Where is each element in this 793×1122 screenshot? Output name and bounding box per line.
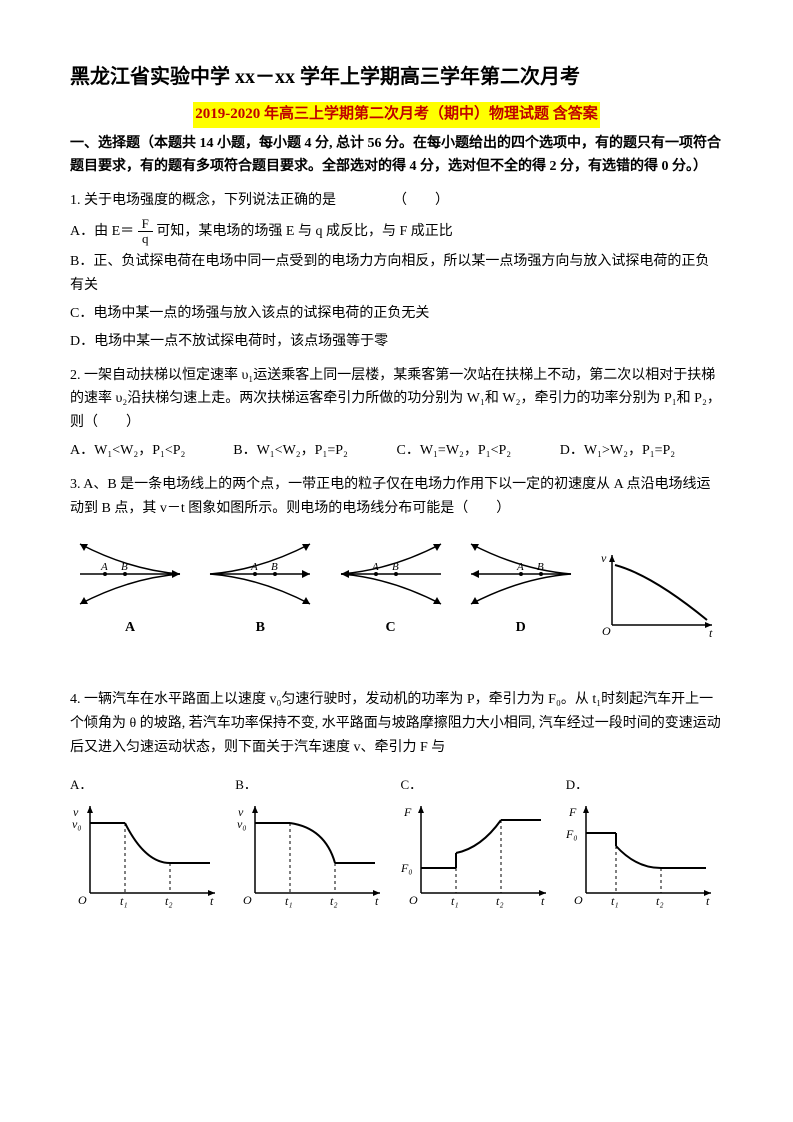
- q1-stem: 1. 关于电场强度的概念，下列说法正确的是: [70, 193, 336, 208]
- q3-diagram-a: A B A: [70, 534, 190, 640]
- svg-text:B: B: [121, 561, 128, 573]
- q2-option-a: A．W₁<W₂，P₁<P₂: [70, 439, 233, 463]
- svg-text:F: F: [568, 805, 577, 819]
- svg-text:O: O: [574, 893, 583, 907]
- svg-text:B: B: [271, 561, 278, 573]
- svg-text:v: v: [601, 551, 607, 565]
- svg-text:F₀: F₀: [401, 861, 413, 875]
- svg-text:F₀: F₀: [566, 827, 578, 841]
- q3-diagram-c: A B C: [330, 534, 450, 640]
- svg-text:v₀: v₀: [237, 817, 247, 831]
- question-4: 4. 一辆汽车在水平路面上以速度 v₀匀速行驶时，发动机的功率为 P，牵引力为 …: [70, 688, 723, 759]
- svg-text:O: O: [78, 893, 87, 907]
- svg-text:v₀: v₀: [72, 817, 82, 831]
- svg-text:A: A: [100, 561, 108, 573]
- q1-option-c: C．电场中某一点的场强与放入该点的试探电荷的正负无关: [70, 302, 723, 326]
- svg-text:t: t: [375, 894, 379, 908]
- svg-text:t: t: [706, 894, 710, 908]
- subtitle: 2019-2020 年高三上学期第二次月考（期中）物理试题 含答案: [193, 102, 600, 128]
- q2-option-d: D．W₁>W₂，P₁=P₂: [560, 439, 723, 463]
- q4-chart-a: A． v v₀ O t₁ t₂ t: [70, 774, 227, 917]
- svg-text:t₁: t₁: [285, 894, 293, 908]
- svg-text:F: F: [403, 805, 412, 819]
- q3-vt-graph: v O t: [591, 550, 723, 640]
- section-heading: 一、选择题（本题共 14 小题，每小题 4 分, 总计 56 分。在每小题给出的…: [70, 132, 723, 180]
- q3-diagrams: A B A A B B A B C: [70, 534, 723, 640]
- q1-option-a: A．由 E＝ F q 可知，某电场的场强 E 与 q 成反比，与 F 成正比: [70, 217, 723, 247]
- q2-option-c: C．W₁=W₂，P₁<P₂: [397, 439, 560, 463]
- page-title: 黑龙江省实验中学 xx－xx 学年上学期高三学年第二次月考: [70, 60, 723, 94]
- svg-text:t: t: [709, 626, 713, 640]
- q4-chart-c: C． F F₀ O t₁ t₂ t: [401, 774, 558, 917]
- q4-chart-b: B． v v₀ O t₁ t₂ t: [235, 774, 392, 917]
- svg-text:O: O: [602, 624, 611, 638]
- question-2: 2. 一架自动扶梯以恒定速率 υ₁运送乘客上同一层楼，某乘客第一次站在扶梯上不动…: [70, 364, 723, 435]
- svg-text:t₂: t₂: [165, 894, 173, 908]
- svg-text:A: A: [250, 561, 258, 573]
- q4-chart-d: D． F F₀ O t₁ t₂ t: [566, 774, 723, 917]
- svg-text:O: O: [409, 893, 418, 907]
- q1-paren: （ ）: [393, 193, 449, 208]
- svg-text:t₂: t₂: [330, 894, 338, 908]
- svg-text:t: t: [210, 894, 214, 908]
- svg-text:O: O: [243, 893, 252, 907]
- svg-text:t₂: t₂: [496, 894, 504, 908]
- q1-option-b: B．正、负试探电荷在电场中同一点受到的电场力方向相反，所以某一点场强方向与放入试…: [70, 250, 723, 298]
- q1-option-d: D．电场中某一点不放试探电荷时，该点场强等于零: [70, 330, 723, 354]
- svg-text:t₁: t₁: [120, 894, 128, 908]
- svg-text:A: A: [371, 561, 379, 573]
- q3-diagram-b: A B B: [200, 534, 320, 640]
- question-3: 3. A、B 是一条电场线上的两个点，一带正电的粒子仅在电场力作用下以一定的初速…: [70, 473, 723, 521]
- svg-text:t₂: t₂: [656, 894, 664, 908]
- svg-text:t₁: t₁: [611, 894, 619, 908]
- question-1: 1. 关于电场强度的概念，下列说法正确的是 （ ）: [70, 189, 723, 213]
- svg-text:B: B: [537, 561, 544, 573]
- q3-diagram-d: A B D: [461, 534, 581, 640]
- svg-text:B: B: [392, 561, 399, 573]
- q2-options: A．W₁<W₂，P₁<P₂ B．W₁<W₂，P₁=P₂ C．W₁=W₂，P₁<P…: [70, 439, 723, 463]
- q2-option-b: B．W₁<W₂，P₁=P₂: [233, 439, 396, 463]
- svg-text:t₁: t₁: [451, 894, 459, 908]
- svg-text:A: A: [516, 561, 524, 573]
- svg-text:t: t: [541, 894, 545, 908]
- q4-charts: A． v v₀ O t₁ t₂ t B．: [70, 774, 723, 917]
- fraction-icon: F q: [138, 217, 153, 247]
